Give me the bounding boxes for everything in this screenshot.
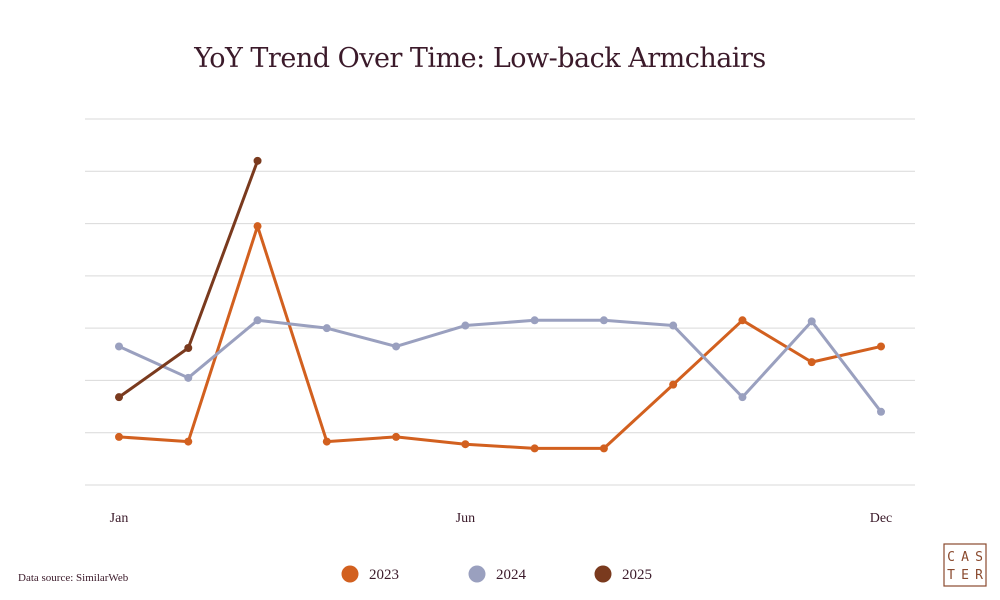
data-source-note: Data source: SimilarWeb (18, 572, 129, 584)
data-point (322, 324, 331, 333)
series-line-2024 (117, 318, 883, 414)
legend-label: 2025 (622, 567, 652, 583)
logo-letter: R (975, 568, 983, 583)
grid (85, 118, 915, 486)
legend: 2023 2024 2025 (341, 565, 652, 583)
data-point (322, 437, 331, 446)
x-tick-label: Dec (870, 511, 893, 526)
data-point (530, 316, 539, 325)
legend-item-2025: 2025 (594, 565, 652, 583)
legend-swatch (341, 565, 359, 583)
legend-item-2024: 2024 (468, 565, 527, 583)
series-2025 (115, 156, 262, 402)
x-axis-ticks: Jan Jun Dec (110, 511, 893, 526)
data-point (184, 344, 193, 353)
data-point (530, 444, 539, 453)
chart-title: YoY Trend Over Time: Low-back Armchairs (193, 43, 765, 74)
logo-letter: E (961, 568, 969, 583)
logo-letter: A (961, 550, 969, 565)
data-point (253, 156, 262, 165)
data-point (738, 393, 747, 402)
x-tick-label: Jun (456, 511, 475, 526)
series-layer (115, 156, 885, 453)
data-point (877, 342, 885, 351)
series-line-2023 (117, 224, 883, 450)
series-line-2025 (117, 159, 260, 399)
data-point (877, 407, 885, 416)
legend-item-2023: 2023 (341, 565, 399, 583)
logo-frame (943, 543, 987, 587)
legend-label: 2024 (496, 567, 527, 583)
data-point (115, 393, 123, 402)
data-point (184, 437, 193, 446)
legend-label: 2023 (369, 567, 399, 583)
data-point (461, 440, 470, 449)
data-point (599, 444, 608, 453)
legend-swatch (468, 565, 486, 583)
data-point (115, 432, 123, 441)
data-point (738, 316, 747, 325)
data-point (253, 222, 262, 231)
data-point (253, 316, 262, 325)
series-2023 (115, 222, 885, 453)
series-2024 (115, 316, 885, 416)
data-point (184, 373, 193, 382)
data-point (807, 317, 816, 326)
data-point (461, 321, 470, 330)
data-point (669, 321, 678, 330)
data-point (599, 316, 608, 325)
logo-letter: S (975, 550, 983, 565)
data-point (669, 380, 678, 389)
data-point (115, 342, 123, 351)
logo-letter: T (947, 568, 955, 583)
data-point (807, 358, 816, 367)
data-point (392, 432, 401, 441)
brand-logo: C A S T E R (943, 543, 987, 587)
data-point (392, 342, 401, 351)
logo-letter: C (947, 550, 955, 565)
legend-swatch (594, 565, 612, 583)
x-tick-label: Jan (110, 511, 129, 526)
